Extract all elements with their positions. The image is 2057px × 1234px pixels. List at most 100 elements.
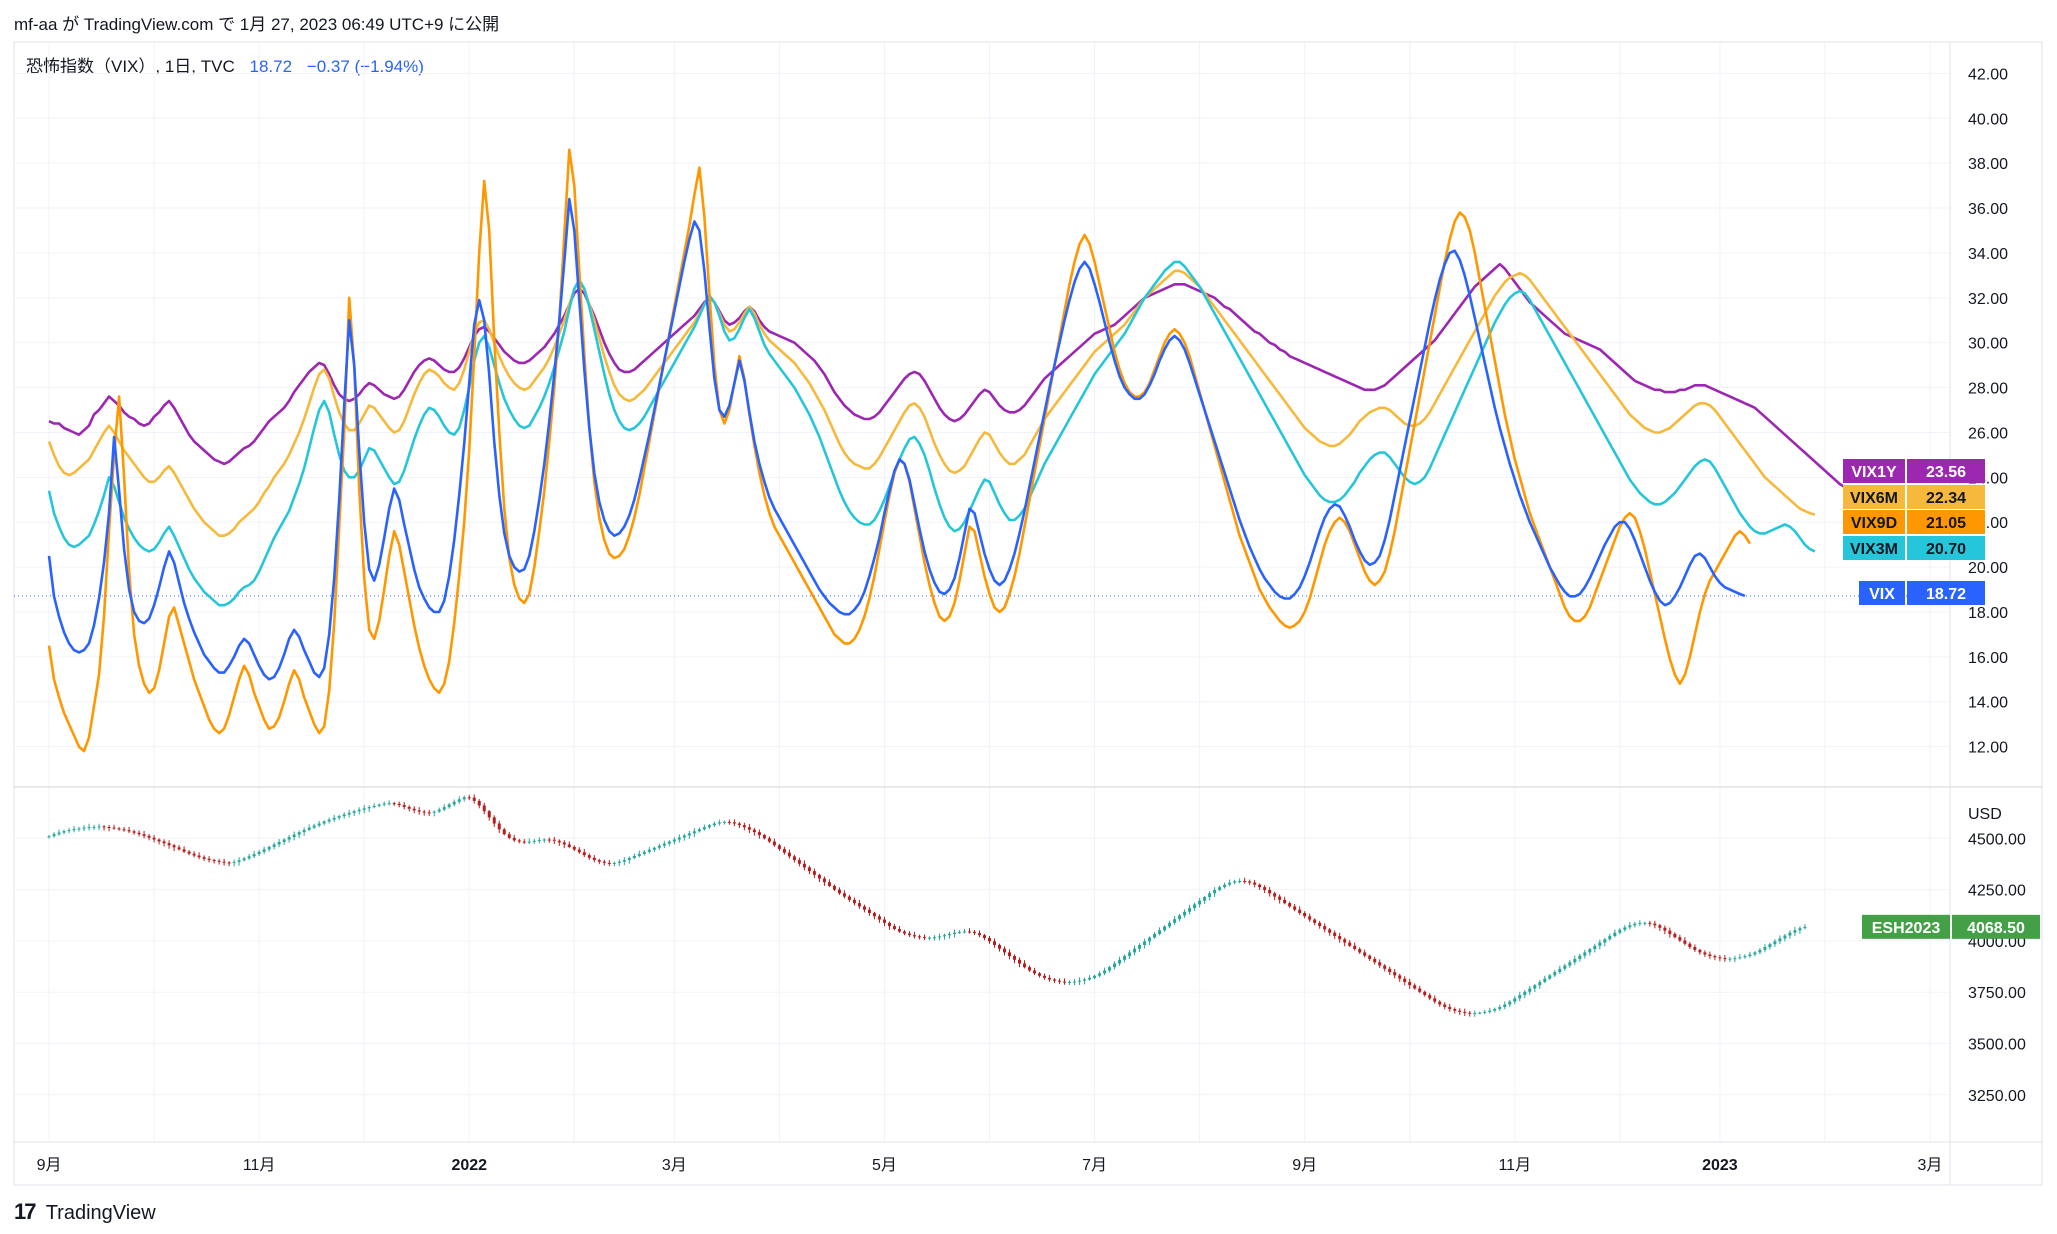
candle-body xyxy=(1363,952,1367,956)
candle-body xyxy=(1263,887,1267,891)
candle-body xyxy=(532,840,536,842)
candle-body xyxy=(472,797,476,801)
candle-body xyxy=(1373,958,1377,963)
candle-body xyxy=(1013,956,1017,960)
candle-body xyxy=(1213,890,1217,894)
candle-body xyxy=(122,829,126,831)
candle-body xyxy=(1058,980,1062,982)
candle-body xyxy=(1498,1006,1502,1010)
candle-body xyxy=(462,797,466,800)
vix-y-tick: 38.00 xyxy=(1968,156,2008,173)
candle-body xyxy=(937,936,941,938)
series-line-vix9d xyxy=(47,148,1751,753)
candle-body xyxy=(412,808,416,811)
vix-y-tick: 30.00 xyxy=(1968,336,2008,353)
candle-body xyxy=(1598,942,1602,946)
candle-body xyxy=(1083,979,1087,981)
candle-body xyxy=(1773,941,1777,945)
candle-body xyxy=(1573,958,1577,963)
candle-body xyxy=(1318,922,1322,927)
candle-body xyxy=(82,827,86,829)
candle-body xyxy=(1248,881,1252,883)
candle-body xyxy=(662,843,666,846)
tag-value-bg-esh2023 xyxy=(1952,914,2040,939)
candle-body xyxy=(492,817,496,824)
x-tick-label: 7月 xyxy=(1082,1157,1107,1174)
candle-body xyxy=(1523,991,1527,996)
candle-body xyxy=(1593,945,1597,950)
candle-body xyxy=(587,855,591,858)
candle-body xyxy=(1148,937,1152,942)
candle-body xyxy=(942,935,946,937)
candle-body xyxy=(1348,942,1352,946)
candle-body xyxy=(862,906,866,910)
candle-body xyxy=(1458,1010,1462,1012)
candle-body xyxy=(1513,998,1517,1002)
candle-body xyxy=(1103,970,1107,974)
candle-body xyxy=(1188,908,1192,912)
tag-value-vix: 18.72 xyxy=(1926,586,1966,603)
candle-body xyxy=(772,841,776,846)
candle-body xyxy=(877,916,881,920)
candle-body xyxy=(527,841,531,843)
candle-body xyxy=(1733,958,1737,960)
candle-body xyxy=(207,858,211,861)
candle-body xyxy=(1343,939,1347,943)
candle-body xyxy=(482,805,486,812)
candle-body xyxy=(1398,975,1402,979)
vix-price-axis[interactable]: 42.00 40.00 38.00 36.00 34.00 32.00 30.00 28.00… xyxy=(1968,66,2008,756)
candle-body xyxy=(157,839,161,842)
candle-body xyxy=(782,848,786,853)
candle-body xyxy=(1803,926,1807,929)
candle-body xyxy=(167,843,171,846)
candle-body xyxy=(1618,929,1622,933)
candle-body xyxy=(517,840,521,842)
tag-name-bg-vix6m xyxy=(1843,485,1905,509)
candle-body xyxy=(1403,978,1407,982)
candle-body xyxy=(147,835,151,838)
candle-body xyxy=(827,882,831,886)
candle-body xyxy=(1548,975,1552,979)
candle-body xyxy=(1728,958,1732,960)
candle-body xyxy=(1763,947,1767,950)
tradingview-footer[interactable]: 17 TradingView xyxy=(14,1199,156,1225)
candle-body xyxy=(292,834,296,838)
candle-body xyxy=(1293,906,1297,910)
candle-body xyxy=(477,800,481,806)
es-price-axis[interactable]: 4500.004250.004000.003750.003500.003250.… xyxy=(1968,806,2026,1105)
candle-body xyxy=(387,803,391,805)
candle-body xyxy=(1193,904,1197,909)
time-axis[interactable]: 9月 11月 2022 3月 5月 7月 9月 11月 2023 3月 xyxy=(37,1157,1943,1174)
candle-body xyxy=(1118,959,1122,964)
candle-body xyxy=(1028,967,1032,971)
tag-value-vix3m: 20.70 xyxy=(1926,541,1966,558)
x-tick-label: 3月 xyxy=(662,1157,687,1174)
candle-body xyxy=(382,803,386,805)
last-value-tags: VIX1Y 23.56 VIX6M 22.34 VIX9D 21.05 VIX3M 20.70… xyxy=(1843,459,2040,939)
candle-body xyxy=(747,827,751,830)
tag-name-bg-vix1y xyxy=(1843,459,1905,483)
candle-body xyxy=(1623,927,1627,930)
candle-body xyxy=(102,826,106,828)
x-tick-label: 9月 xyxy=(1292,1157,1317,1174)
es-y-tick: 4500.00 xyxy=(1968,831,2026,848)
candle-body xyxy=(1558,968,1562,973)
candle-body xyxy=(312,825,316,828)
candle-body xyxy=(1528,988,1532,992)
candle-body xyxy=(1368,955,1372,959)
candle-body xyxy=(757,832,761,836)
symbol-title[interactable]: 恐怖指数（VIX）, 1日, TVC xyxy=(26,57,235,76)
candle-body xyxy=(1023,963,1027,968)
candle-body xyxy=(717,822,721,824)
candle-body xyxy=(1438,1001,1442,1005)
candle-body xyxy=(577,849,581,853)
tag-value-bg-vix6m xyxy=(1907,485,1985,509)
candle-body xyxy=(297,832,301,835)
candle-body xyxy=(672,839,676,842)
x-tick-label: 11月 xyxy=(1498,1157,1531,1174)
candle-body xyxy=(1388,968,1392,973)
candle-body xyxy=(993,941,997,946)
candle-body xyxy=(1228,882,1232,885)
candle-body xyxy=(432,811,436,813)
